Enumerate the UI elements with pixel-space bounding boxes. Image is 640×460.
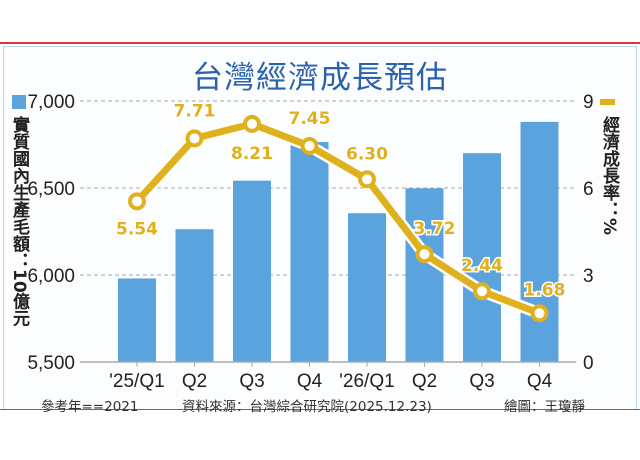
data-label: 1.68 <box>524 280 566 300</box>
line-point-6 <box>473 282 491 301</box>
x-tick-label: '26/Q1 <box>339 371 394 392</box>
source-note: 資料來源：台灣綜合研究院(2025.12.23) <box>182 399 432 415</box>
line-point-4 <box>358 170 376 189</box>
x-tick-label: Q2 <box>412 371 437 392</box>
x-tick-label: '25/Q1 <box>109 371 164 392</box>
data-label: 7.71 <box>174 101 216 121</box>
left-tick-label: 7,000 <box>27 92 75 113</box>
bar-legend-marker <box>12 95 26 109</box>
bar-4 <box>348 213 386 362</box>
x-tick-label: Q4 <box>527 371 553 392</box>
line-point-7 <box>530 304 549 323</box>
left-axis-label: 實質國內生產毛額：10億元 <box>9 116 29 327</box>
line-point-0 <box>128 192 146 211</box>
line-legend-marker <box>600 99 615 105</box>
data-label: 6.30 <box>346 144 388 164</box>
bar-7 <box>520 121 559 362</box>
right-axis-label: 經濟成長率：% <box>599 116 619 236</box>
data-label: 5.54 <box>116 219 158 239</box>
line-point-2 <box>243 114 261 133</box>
bottom-rule <box>0 409 640 410</box>
bar-6 <box>463 153 501 362</box>
base-year-note: 參考年==2021 <box>41 399 139 415</box>
growth-rate-line <box>134 120 541 317</box>
x-tick-label: Q3 <box>239 371 264 392</box>
bar-1 <box>175 229 214 362</box>
line-point-3 <box>300 136 319 155</box>
left-tick-label: 6,500 <box>27 179 75 200</box>
bar-5 <box>405 188 444 362</box>
left-tick-label: 5,500 <box>27 353 75 374</box>
data-label: 8.21 <box>231 144 273 164</box>
bar-3 <box>290 142 329 362</box>
x-tick-label: Q3 <box>469 371 494 392</box>
line-point-5 <box>415 245 434 264</box>
right-tick-label: 0 <box>583 353 594 374</box>
bar-2 <box>233 180 271 362</box>
chart-title: 台灣經濟成長預估 <box>192 60 448 96</box>
right-tick-label: 9 <box>583 92 594 113</box>
x-tick-label: Q2 <box>182 371 207 392</box>
left-tick-label: 6,000 <box>27 266 75 287</box>
data-label: 7.45 <box>289 109 331 129</box>
line-point-1 <box>185 129 204 148</box>
bar-0 <box>118 278 156 362</box>
data-label: 3.72 <box>414 219 456 239</box>
top-rule <box>0 42 640 44</box>
right-tick-label: 6 <box>583 179 594 200</box>
data-label: 2.44 <box>461 256 503 276</box>
credit-note: 繪圖：王瓊靜 <box>504 399 585 415</box>
right-tick-label: 3 <box>583 266 594 287</box>
x-tick-label: Q4 <box>297 371 323 392</box>
